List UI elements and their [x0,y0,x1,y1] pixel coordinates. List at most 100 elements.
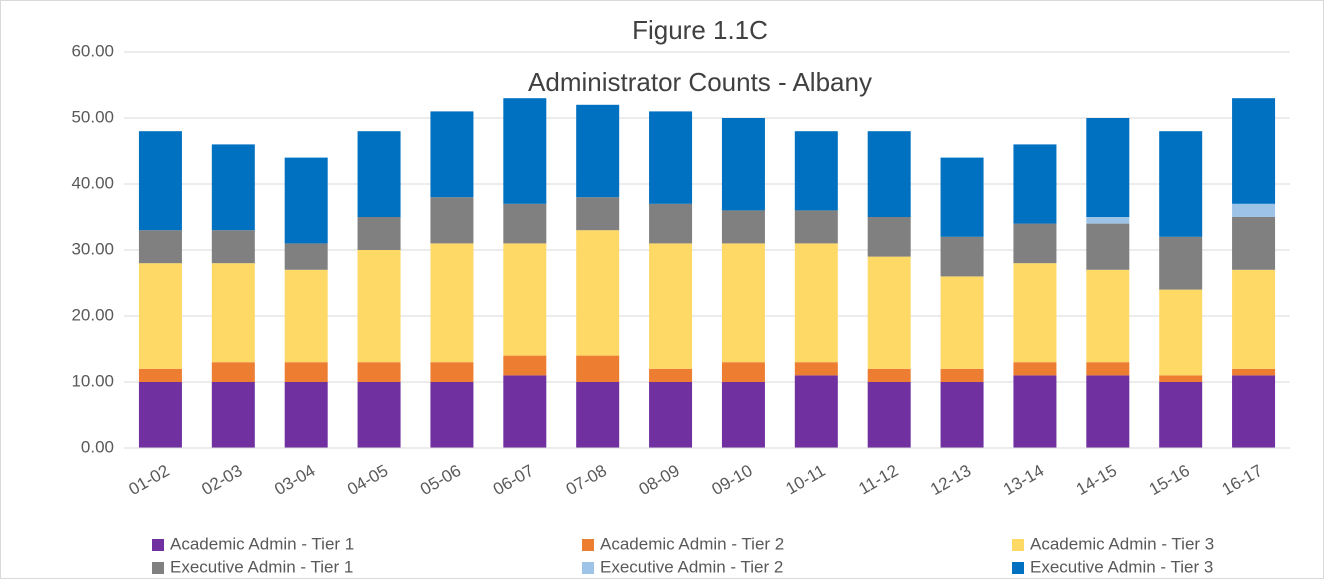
bar-segment [503,98,547,204]
y-tick-label: 10.00 [71,371,114,390]
bar-segment [211,362,255,382]
bar-segment [1232,217,1276,270]
bar-segment [503,203,547,244]
bar-segment [649,203,693,244]
legend-swatch [582,562,594,574]
bar-segment [940,157,984,237]
bar-segment [1013,223,1057,264]
bar-segment [1232,269,1276,369]
bar-segment [1086,269,1130,363]
y-tick-label: 30.00 [71,239,114,258]
bar-segment [211,230,255,264]
legend-label: Academic Admin - Tier 3 [1030,534,1214,553]
bar-segment [1086,223,1130,270]
bar-segment [721,382,765,448]
legend-label: Executive Admin - Tier 2 [600,557,783,576]
bar-segment [721,210,765,244]
bar-segment [867,382,911,448]
bar-segment [1013,362,1057,376]
bar-segment [211,144,255,231]
bar-segment [576,355,620,382]
bar-segment [430,197,474,244]
bar-segment [1086,375,1130,448]
bar-segment [1013,263,1057,363]
bar-segment [940,276,984,369]
bar-segment [940,236,984,277]
bar-segment [721,243,765,363]
bar-segment [503,375,547,448]
bar-segment [1159,289,1203,376]
bar-segment [138,230,182,264]
bar-segment [430,243,474,363]
bar-segment [1232,203,1276,217]
bar-segment [503,243,547,356]
bar-segment [576,230,620,356]
legend-swatch [1012,539,1024,551]
chart-subtitle: Administrator Counts - Albany [528,67,872,97]
bar-segment [576,104,620,198]
bar-segment [284,243,328,270]
bar-segment [1086,217,1130,224]
bar-segment [794,375,838,448]
bar-segment [794,210,838,244]
bar-segment [649,382,693,448]
legend-swatch [152,539,164,551]
bar-segment [1232,98,1276,204]
bar-segment [649,368,693,382]
legend-label: Academic Admin - Tier 1 [170,534,354,553]
y-tick-label: 20.00 [71,305,114,324]
bar-segment [1232,368,1276,376]
bar-segment [357,382,401,448]
bar-segment [138,368,182,382]
bar-segment [1159,382,1203,448]
bar-segment [649,243,693,369]
legend-label: Executive Admin - Tier 3 [1030,557,1213,576]
bar-segment [284,269,328,363]
bar-segment [794,362,838,376]
bar-segment [211,382,255,448]
bar-segment [940,368,984,382]
y-tick-label: 40.00 [71,173,114,192]
bar-segment [357,362,401,382]
legend-label: Executive Admin - Tier 1 [170,557,353,576]
y-tick-label: 50.00 [71,107,114,126]
bar-segment [138,131,182,231]
bar-segment [794,243,838,363]
bar-segment [357,131,401,217]
bar-segment [1232,375,1276,448]
bar-segment [284,382,328,448]
bar-segment [576,197,620,231]
bar-segment [1013,375,1057,448]
bar-segment [284,362,328,382]
bar-segment [794,131,838,211]
bar-segment [1086,118,1130,217]
bar-segment [430,362,474,382]
bar-segment [721,362,765,382]
bar-segment [1159,375,1203,382]
bar-segment [1086,362,1130,376]
bar-segment [721,118,765,211]
legend-swatch [152,562,164,574]
bar-segment [211,263,255,363]
bar-segment [1159,236,1203,290]
bar-segment [867,131,911,217]
legend-swatch [582,539,594,551]
bar-segment [576,382,620,448]
bar-segment [138,263,182,369]
bar-segment [867,217,911,257]
bar-segment [867,368,911,382]
legend-swatch [1012,562,1024,574]
bar-segment [284,157,328,244]
bar-segment [1013,144,1057,224]
bar-segment [357,217,401,250]
bar-segment [940,382,984,448]
legend-label: Academic Admin - Tier 2 [600,534,784,553]
bar-segment [1159,131,1203,237]
bar-segment [649,111,693,204]
bar-segment [430,382,474,448]
bar-segment [138,382,182,448]
chart-title: Figure 1.1C [632,15,768,45]
bar-segment [503,355,547,376]
